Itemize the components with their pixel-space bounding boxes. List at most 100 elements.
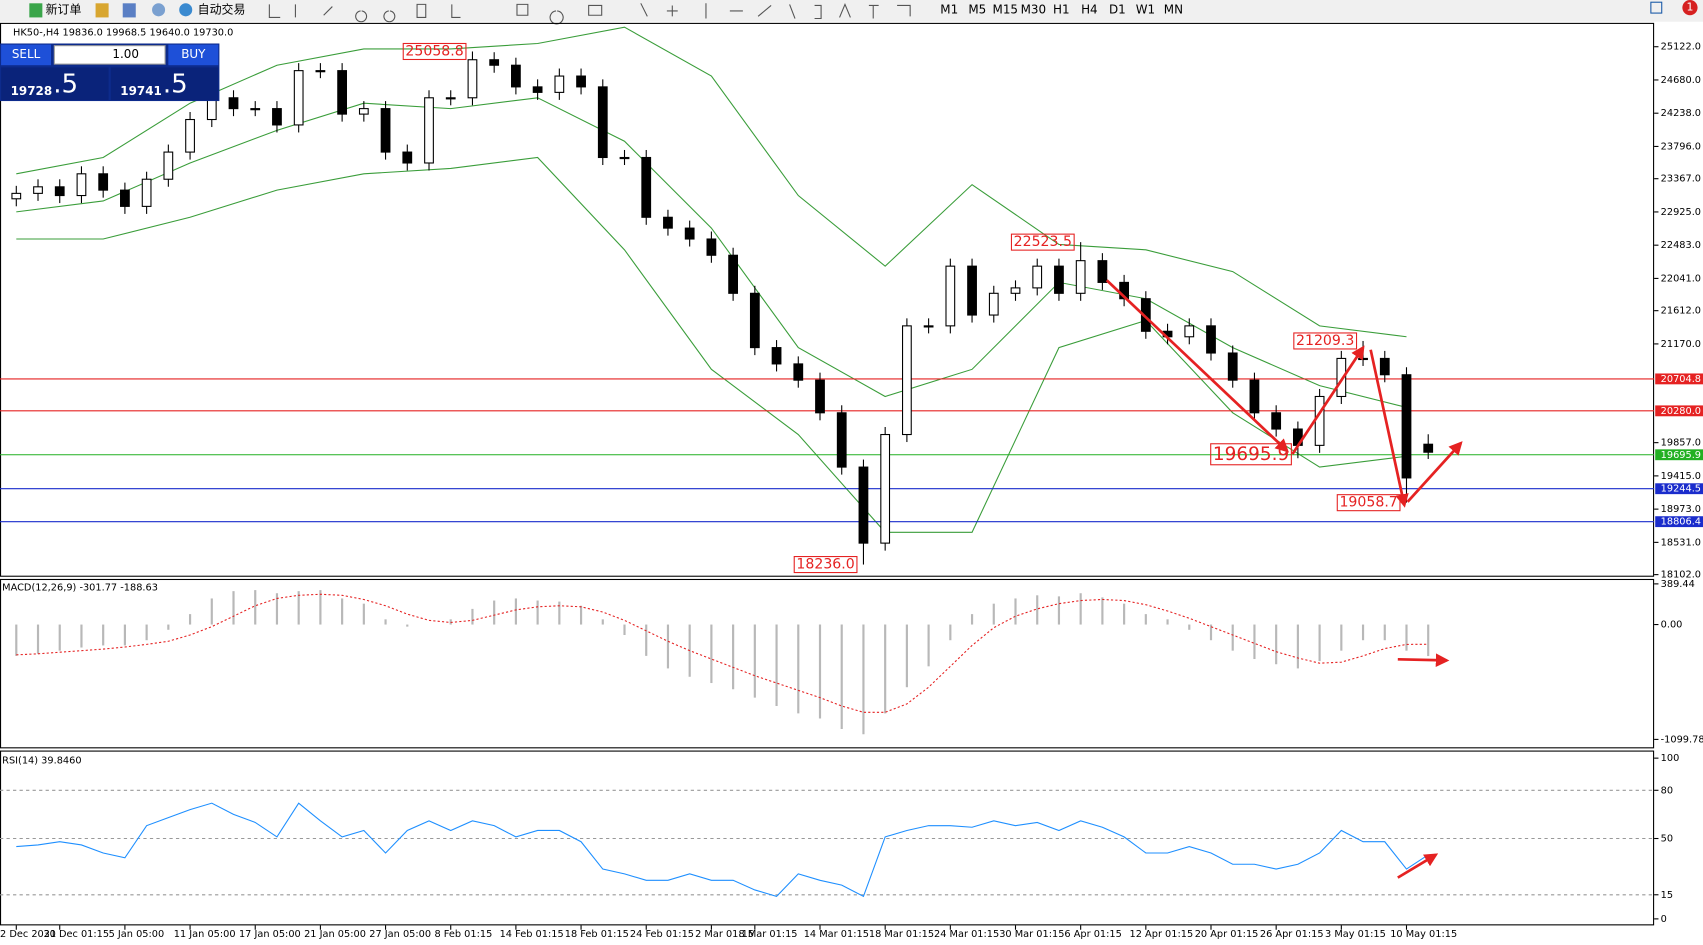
timeframe-button[interactable]: D1 — [1109, 2, 1126, 16]
timeframe-button[interactable]: M30 — [1021, 2, 1047, 16]
x-tick-label: 10 May 01:15 — [1390, 929, 1457, 940]
buy-button[interactable] — [168, 44, 219, 66]
timeframe-button[interactable]: H4 — [1081, 2, 1098, 16]
auto-trading-icon[interactable] — [179, 3, 193, 17]
sell-price-digit[interactable]: .5 — [53, 69, 78, 99]
candle-body — [967, 265, 977, 316]
candle-body — [1336, 357, 1347, 398]
arrow — [1397, 653, 1450, 667]
y-tick-label: 18102.0 — [1661, 570, 1701, 581]
candle-body — [902, 325, 912, 436]
y-tick-label: 0.00 — [1661, 620, 1683, 631]
x-tick-label: 14 Feb 01:15 — [500, 929, 564, 940]
x-tick-label: 11 Jan 05:00 — [174, 929, 236, 940]
x-tick-label: 3 May 01:15 — [1325, 929, 1386, 940]
candle-body — [250, 108, 261, 111]
candle-body — [988, 292, 999, 316]
x-tick-label: 30 Dec 01:15 — [43, 929, 109, 940]
candle-body — [1010, 287, 1021, 294]
toolbar-icon[interactable] — [152, 3, 166, 17]
timeframe-button[interactable]: M15 — [993, 2, 1019, 16]
indicator-title: MACD(12,26,9) -301.77 -188.63 — [2, 583, 158, 594]
sell-button[interactable] — [1, 44, 52, 66]
y-tick-label: 25122.0 — [1661, 42, 1701, 53]
y-tick-label: 389.44 — [1661, 579, 1695, 590]
x-tick-label: 5 Jan 05:00 — [109, 929, 165, 940]
sell-price[interactable]: 19728 — [11, 84, 53, 98]
candle-body — [467, 59, 478, 99]
candle-body — [315, 70, 326, 73]
timeframe-button[interactable]: H1 — [1053, 2, 1070, 16]
x-tick-label: 24 Feb 01:15 — [630, 929, 694, 940]
candle-body — [1401, 374, 1412, 479]
candle-body — [1032, 265, 1043, 289]
bollinger-band — [16, 26, 1407, 338]
candle-body — [1140, 298, 1151, 332]
candle-body — [141, 178, 152, 207]
candle-body — [1184, 325, 1195, 338]
timeframe-button[interactable]: M5 — [968, 2, 986, 16]
candle-body — [793, 363, 804, 381]
candle-body — [1314, 395, 1325, 446]
candle-body — [11, 192, 22, 200]
x-tick-label: 2 Mar 01:15 — [695, 929, 754, 940]
timeframe-button[interactable]: MN — [1164, 2, 1183, 16]
y-tick-label: 22041.0 — [1661, 273, 1701, 284]
candle-body — [923, 325, 934, 328]
candle-body — [402, 151, 413, 164]
x-tick-label: 12 Apr 01:15 — [1130, 929, 1194, 940]
timeframe-button[interactable]: W1 — [1136, 2, 1155, 16]
x-tick-label: 2 Dec 2021 — [0, 929, 56, 940]
indicator-title: RSI(14) 39.8460 — [2, 755, 81, 766]
sell-price-box[interactable] — [1, 67, 109, 100]
price-level-label: 20704.8 — [1661, 374, 1701, 385]
buy-price-digit[interactable]: .5 — [163, 69, 188, 99]
price-level-tag — [1655, 516, 1703, 528]
buy-label[interactable]: BUY — [181, 47, 206, 61]
candle-body — [98, 173, 109, 191]
new-order-button[interactable]: 新订单 — [46, 1, 82, 16]
sell-label[interactable]: SELL — [12, 47, 41, 61]
toolbar-tools[interactable] — [268, 2, 911, 25]
buy-price[interactable]: 19741 — [120, 84, 162, 98]
annotation-box — [1210, 443, 1292, 466]
candle-body — [163, 151, 174, 180]
price-level-label: 20280.0 — [1661, 406, 1701, 417]
price-level-tag — [1655, 373, 1703, 385]
price-annotation: 22523.5 — [1014, 234, 1072, 250]
new-order-icon[interactable] — [29, 3, 43, 18]
x-tick-label: 24 Mar 01:15 — [934, 929, 999, 940]
candle-body — [380, 108, 391, 153]
alert-badge[interactable] — [1682, 0, 1698, 16]
candle-body — [1119, 281, 1129, 300]
auto-trading-button[interactable]: 自动交易 — [198, 1, 246, 16]
annotation-box — [402, 42, 467, 61]
y-tick-label: 24680.0 — [1661, 75, 1701, 86]
buy-price-box[interactable] — [110, 67, 219, 100]
candle-body — [1206, 325, 1216, 354]
toolbar-icon[interactable] — [95, 3, 109, 18]
candle-body — [532, 86, 543, 93]
candle-body — [489, 59, 500, 66]
x-tick-label: 30 Mar 01:15 — [999, 929, 1064, 940]
candle-body — [511, 64, 521, 88]
search-icon[interactable] — [1650, 1, 1663, 14]
lot-value[interactable]: 1.00 — [112, 47, 139, 61]
annotation-box — [1293, 332, 1358, 350]
toolbar-bg — [0, 0, 1703, 22]
timeframe-button[interactable]: M1 — [940, 2, 958, 16]
candle-body — [554, 75, 565, 93]
toolbar-icon[interactable] — [122, 3, 136, 18]
candle-body — [1054, 265, 1064, 294]
main-panel — [0, 22, 1655, 577]
x-tick-label: 6 Apr 01:15 — [1064, 929, 1121, 940]
y-tick-label: 19415.0 — [1661, 471, 1701, 482]
y-tick-label: -1099.78 — [1661, 734, 1703, 745]
lot-input[interactable] — [53, 45, 166, 65]
plot-layer: HK50-,H4 19836.0 19968.5 19640.0 19730.0… — [0, 26, 1703, 940]
y-tick-label: 21170.0 — [1661, 339, 1701, 350]
arrow — [1105, 279, 1289, 453]
x-tick-label: 14 Mar 01:15 — [804, 929, 869, 940]
candle-body — [880, 433, 891, 544]
candle-body — [1227, 352, 1238, 381]
